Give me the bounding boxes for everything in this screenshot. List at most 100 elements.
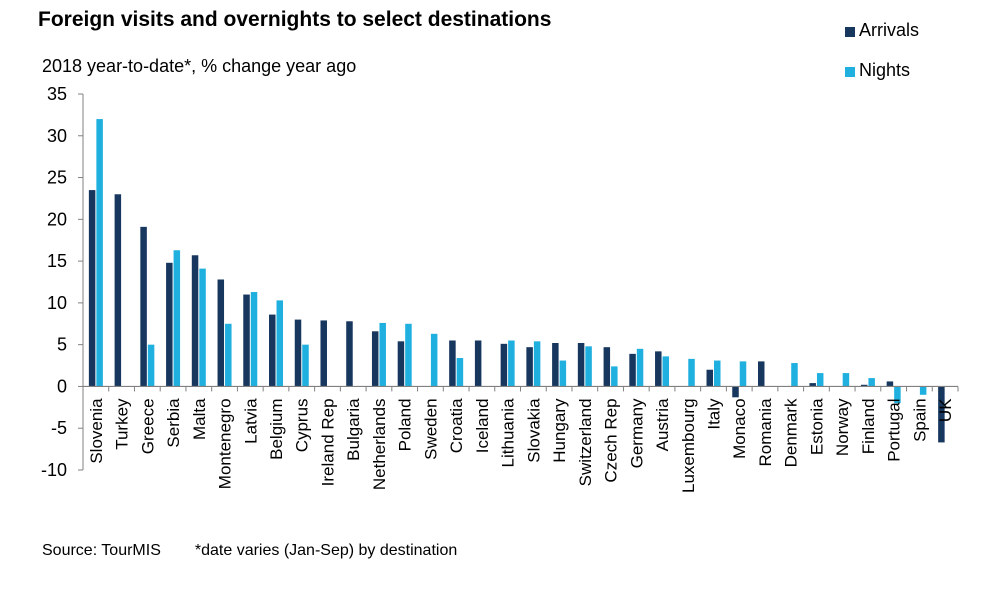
bar-arrivals-lithuania xyxy=(500,343,508,387)
bar-arrivals-poland xyxy=(397,341,405,387)
x-tick-label: Spain xyxy=(910,398,929,441)
x-tick-label: Serbia xyxy=(164,398,183,448)
bar-nights-norway xyxy=(842,373,850,387)
x-tick-label: Italy xyxy=(705,398,724,430)
bar-arrivals-romania xyxy=(757,361,765,387)
bar-nights-monaco xyxy=(739,361,747,387)
bar-nights-spain xyxy=(919,386,927,395)
bar-arrivals-netherlands xyxy=(371,331,379,387)
bar-nights-croatia xyxy=(456,358,464,387)
bar-arrivals-uk xyxy=(938,386,945,443)
bar-nights-germany xyxy=(636,348,644,387)
x-tick-label: Poland xyxy=(396,398,415,451)
x-tick-label: Cyprus xyxy=(293,398,312,452)
y-tick-label: 0 xyxy=(57,376,67,396)
x-tick-label: UK xyxy=(936,398,955,422)
bar-arrivals-malta xyxy=(191,255,199,387)
x-tick-label: Finland xyxy=(859,398,878,454)
bar-nights-estonia xyxy=(816,373,824,387)
y-tick-label: 15 xyxy=(47,251,67,271)
bar-nights-luxembourg xyxy=(688,358,695,387)
source-text: Source: TourMIS xyxy=(42,542,161,559)
x-tick-label: Croatia xyxy=(447,398,466,453)
x-tick-label: Ireland Rep xyxy=(318,398,337,486)
bar-nights-slovakia xyxy=(533,341,541,387)
footnote-text: *date varies (Jan-Sep) by destination xyxy=(194,542,458,559)
y-tick-label: 25 xyxy=(47,168,67,188)
chart-title: Foreign visits and overnights to select … xyxy=(38,8,552,31)
bar-arrivals-greece xyxy=(140,226,147,387)
bar-nights-greece xyxy=(147,344,155,387)
x-tick-label: Turkey xyxy=(113,398,132,450)
bar-arrivals-austria xyxy=(655,351,662,387)
bar-nights-belgium xyxy=(276,300,284,387)
bar-arrivals-switzerland xyxy=(577,342,585,387)
y-tick-label: 35 xyxy=(47,84,67,104)
x-tick-label: Malta xyxy=(190,398,209,440)
x-tick-label: Czech Rep xyxy=(602,398,621,482)
x-tick-label: Iceland xyxy=(473,398,492,453)
legend-swatch-arrivals xyxy=(845,27,855,37)
bar-arrivals-monaco xyxy=(732,386,739,398)
bar-arrivals-cyprus xyxy=(294,319,302,387)
bar-nights-cyprus xyxy=(302,344,309,387)
x-tick-label: Slovenia xyxy=(87,398,106,464)
x-tick-label: Germany xyxy=(627,398,646,468)
y-tick-label: 5 xyxy=(57,335,67,355)
bar-arrivals-portugal xyxy=(886,381,894,387)
bar-arrivals-czech-rep xyxy=(603,347,611,387)
bar-nights-poland xyxy=(405,323,412,387)
x-tick-label: Bulgaria xyxy=(344,398,363,461)
x-tick-label: Montenegro xyxy=(216,398,235,489)
x-tick-label: Denmark xyxy=(782,398,801,467)
y-tick-label: -10 xyxy=(41,460,67,480)
x-tick-label: Hungary xyxy=(550,398,569,463)
bar-arrivals-hungary xyxy=(552,342,559,387)
bar-nights-sweden xyxy=(430,333,438,387)
x-tick-label: Netherlands xyxy=(370,398,389,490)
bar-arrivals-latvia xyxy=(243,294,250,387)
x-tick-label: Norway xyxy=(833,398,852,456)
legend-label-arrivals: Arrivals xyxy=(859,20,920,40)
y-tick-label: 30 xyxy=(47,126,67,146)
bar-arrivals-bulgaria xyxy=(346,321,353,387)
bar-nights-finland xyxy=(868,378,875,387)
bar-nights-montenegro xyxy=(225,323,232,387)
bar-arrivals-serbia xyxy=(166,262,173,387)
y-tick-label: -5 xyxy=(51,418,67,438)
x-tick-label: Slovakia xyxy=(524,398,543,463)
bar-nights-netherlands xyxy=(379,322,386,387)
x-tick-label: Romania xyxy=(756,398,775,467)
bar-arrivals-iceland xyxy=(474,340,482,387)
bar-nights-latvia xyxy=(250,292,258,387)
x-tick-label: Latvia xyxy=(241,398,260,444)
bar-nights-hungary xyxy=(559,360,567,387)
bar-nights-austria xyxy=(662,356,670,387)
x-tick-label: Portugal xyxy=(885,398,904,461)
bar-arrivals-montenegro xyxy=(217,279,225,387)
bar-nights-malta xyxy=(199,268,206,387)
bar-nights-lithuania xyxy=(508,340,515,387)
x-tick-label: Austria xyxy=(653,398,672,451)
legend-swatch-nights xyxy=(845,67,855,77)
bar-arrivals-belgium xyxy=(269,314,276,387)
bar-nights-denmark xyxy=(791,363,798,387)
x-tick-label: Lithuania xyxy=(499,398,518,468)
x-tick-label: Switzerland xyxy=(576,398,595,486)
bar-arrivals-estonia xyxy=(809,383,816,387)
bar-arrivals-turkey xyxy=(114,194,122,387)
x-tick-label: Greece xyxy=(138,398,157,454)
bar-nights-slovenia xyxy=(96,119,103,387)
source-line: Source: TourMIS *date varies (Jan-Sep) by… xyxy=(42,542,457,560)
bar-arrivals-ireland-rep xyxy=(320,320,327,387)
x-tick-label: Belgium xyxy=(267,398,286,459)
bar-arrivals-germany xyxy=(629,353,636,387)
bar-arrivals-italy xyxy=(706,369,714,387)
x-tick-label: Estonia xyxy=(807,398,826,455)
bar-nights-portugal xyxy=(894,386,901,404)
bar-nights-czech-rep xyxy=(611,366,618,387)
x-tick-label: Sweden xyxy=(421,398,440,459)
legend-label-nights: Nights xyxy=(859,60,911,80)
y-tick-label: 20 xyxy=(47,209,67,229)
